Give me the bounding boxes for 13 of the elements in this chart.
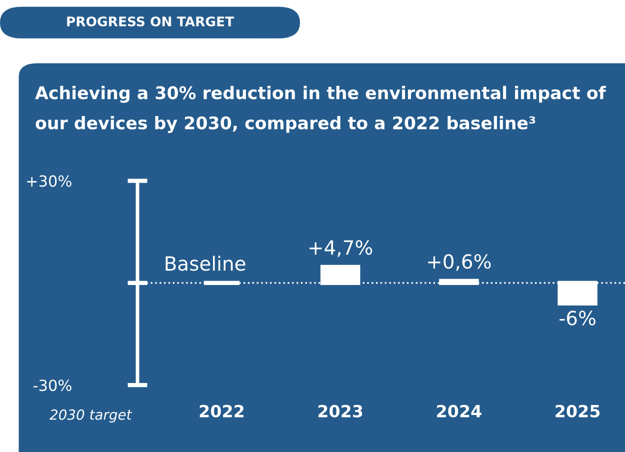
- chart-title: Achieving a 30% reduction in the environmental impact of our devices by 2030, compared to a 2022 baseline³: [35, 86, 606, 133]
- x-tick-label: 2025: [556, 404, 600, 418]
- data-label: -6%: [560, 310, 596, 326]
- y-tick-label: +30%: [27, 175, 72, 187]
- data-label: +4,7%: [310, 240, 372, 257]
- data-label: +0,6%: [428, 254, 491, 271]
- x-tick-label: 2023: [318, 404, 362, 418]
- text: 2030 target: [50, 409, 132, 423]
- data-label: Baseline: [166, 256, 246, 271]
- x-tick-label: 2022: [200, 404, 244, 418]
- x-tick-label: 2024: [437, 404, 482, 418]
- y-tick-label: -30%: [34, 380, 72, 392]
- text: PROGRESS ON TARGET: [67, 16, 234, 26]
